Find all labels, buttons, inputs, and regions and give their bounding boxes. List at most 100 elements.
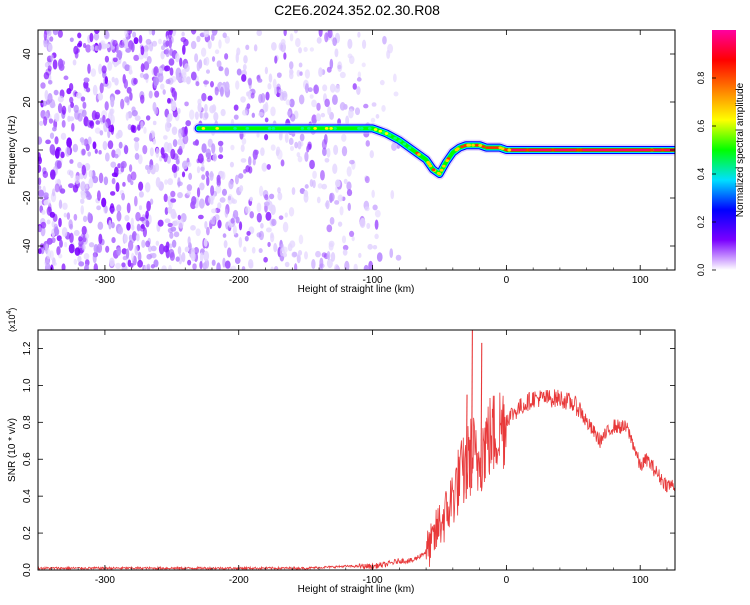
heatmap-noise-cell [177,191,183,199]
heatmap-noise-cell [334,263,340,270]
heatmap-noise-cell [328,240,335,248]
colorbar-tick-label: 0.6 [696,120,706,133]
heatmap-noise-cell [177,148,183,155]
heatmap-noise-cell [69,37,74,43]
heatmap-ridge-hotspot [431,168,436,172]
heatmap-noise-cell [178,253,183,265]
heatmap-noise-cell [117,163,121,169]
heatmap-noise-cell [134,245,139,256]
heatmap-noise-cell [141,239,146,248]
heatmap-noise-cell [69,96,74,104]
x-tick-label: -300 [95,275,115,286]
heatmap-noise-cell [280,38,286,46]
heatmap-noise-cell [265,211,272,221]
heatmap-noise-cell [60,132,67,140]
heatmap-noise-cell [329,193,333,204]
heatmap-ridge-hotspot [495,146,500,150]
heatmap-noise-cell [107,61,113,71]
heatmap-noise-cell [52,30,59,36]
heatmap-noise-cell [148,90,153,99]
heatmap-noise-cell [167,195,173,207]
heatmap-noise-cell [124,30,129,38]
heatmap-noise-cell [203,30,210,38]
heatmap-noise-cell [143,45,149,53]
heatmap-noise-cell [164,65,169,72]
heatmap-ridge-hotspot [367,126,372,130]
heatmap-noise-cell [84,264,90,270]
heatmap-noise-cell [80,181,86,192]
heatmap-noise-cell [128,164,133,173]
heatmap-noise-cell [115,182,120,193]
heatmap-noise-cell [231,265,237,270]
heatmap-noise-cell [274,55,278,64]
heatmap-noise-cell [317,183,323,189]
heatmap-noise-cell [203,238,208,248]
heatmap-noise-cell [223,240,228,249]
heatmap-noise-cell [272,78,277,89]
heatmap-noise-cell [283,30,287,37]
heatmap-noise-cell [83,77,90,83]
heatmap-noise-cell [263,201,270,206]
heatmap-noise-cell [115,262,121,270]
heatmap-noise-cell [322,84,328,92]
heatmap-noise-cell [72,184,79,193]
heatmap-noise-cell [329,216,335,225]
heatmap-noise-cell [295,37,301,48]
heatmap-noise-cell [298,47,302,54]
heatmap-noise-cell [282,252,288,258]
heatmap-noise-cell [358,252,362,259]
heatmap-noise-cell [77,112,83,122]
heatmap-noise-cell [204,221,208,229]
heatmap-noise-cell [356,77,362,82]
heatmap-ridge-hotspot [437,172,442,176]
heatmap-noise-cell [337,64,342,70]
heatmap-noise-cell [149,132,153,142]
heatmap-noise-cell [367,243,373,250]
heatmap-noise-cell [127,173,132,183]
colorbar-tick-label: 0.4 [696,168,706,181]
heatmap-noise-cell [158,67,163,74]
heatmap-noise-cell [195,228,201,237]
heatmap-noise-cell [80,205,84,215]
heatmap-noise-cell [57,58,64,69]
heatmap-noise-cell [49,36,54,42]
heatmap-noise-cell [298,234,304,245]
heatmap-noise-cell [67,104,72,113]
heatmap-noise-cell [343,103,348,110]
heatmap-noise-cell [145,115,151,121]
heatmap-noise-cell [304,251,308,260]
heatmap-noise-cell [47,65,52,72]
heatmap-noise-cell [364,175,370,184]
heatmap-noise-cell [128,234,133,242]
y-tick-label: 0.8 [22,415,33,429]
heatmap-noise-cell [363,264,369,270]
heatmap-noise-cell [108,124,115,133]
heatmap-noise-cell [138,181,144,191]
heatmap-noise-cell [224,260,231,269]
heatmap-noise-cell [296,69,301,77]
heatmap-noise-cell [83,80,89,89]
heatmap-noise-cell [158,243,165,255]
heatmap-noise-cell [138,34,143,44]
heatmap-noise-cell [146,263,151,270]
heatmap-noise-cell [65,146,71,157]
heatmap-noise-cell [164,179,168,185]
heatmap-noise-cell [43,71,50,80]
heatmap-noise-cell [210,199,214,205]
heatmap-noise-cell [326,224,333,233]
heatmap-noise-cell [303,193,309,203]
heatmap-noise-cell [128,64,133,76]
heatmap-noise-cell [99,117,104,123]
heatmap-noise-cell [134,140,140,152]
heatmap-noise-cell [163,141,170,153]
heatmap-noise-cell [74,175,80,185]
heatmap-noise-cell [68,219,73,229]
heatmap-noise-cell [289,240,296,248]
heatmap-noise-cell [366,222,371,229]
heatmap-noise-cell [130,124,136,133]
heatmap-noise-cell [90,68,97,77]
heatmap-noise-cell [51,237,56,244]
snr-y-multiplier-close: ) [7,308,17,311]
y-tick-label: 20 [22,96,33,108]
heatmap-noise-cell [289,33,294,42]
